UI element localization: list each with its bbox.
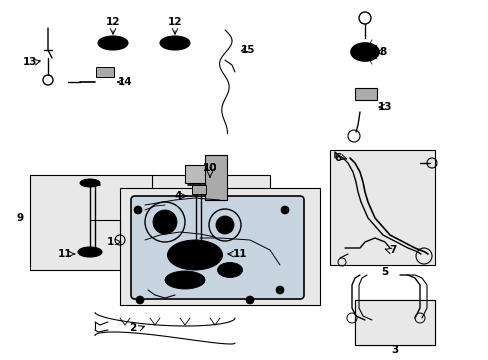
- Ellipse shape: [160, 36, 190, 50]
- FancyBboxPatch shape: [131, 196, 304, 299]
- Text: 10: 10: [203, 163, 217, 173]
- Circle shape: [136, 296, 143, 304]
- Bar: [354, 300, 434, 345]
- Text: 3: 3: [390, 345, 398, 355]
- Bar: [120, 188, 319, 305]
- Text: 4: 4: [174, 191, 182, 201]
- Text: 13: 13: [23, 57, 37, 67]
- Circle shape: [134, 206, 142, 214]
- Bar: [152, 175, 269, 270]
- Text: 5: 5: [381, 267, 388, 277]
- Circle shape: [245, 296, 253, 304]
- Ellipse shape: [167, 240, 222, 270]
- Ellipse shape: [103, 39, 123, 48]
- Bar: [96, 67, 114, 77]
- Text: 6: 6: [334, 153, 341, 163]
- Text: 11: 11: [58, 249, 72, 259]
- Text: 2: 2: [129, 323, 136, 333]
- Text: 15: 15: [240, 45, 255, 55]
- Circle shape: [216, 216, 234, 234]
- Bar: [329, 150, 434, 265]
- Circle shape: [275, 286, 284, 294]
- Text: 9: 9: [17, 213, 23, 223]
- Ellipse shape: [164, 271, 204, 289]
- Text: 12: 12: [167, 17, 182, 27]
- Bar: [354, 300, 434, 345]
- Ellipse shape: [183, 247, 208, 257]
- Text: 11: 11: [232, 249, 247, 259]
- Ellipse shape: [164, 39, 184, 48]
- Ellipse shape: [350, 43, 378, 61]
- Text: 14: 14: [118, 77, 132, 87]
- Ellipse shape: [80, 179, 100, 187]
- Bar: [204, 155, 226, 200]
- Bar: [30, 175, 155, 270]
- Text: 13: 13: [377, 102, 391, 112]
- Text: 8: 8: [379, 47, 386, 57]
- Ellipse shape: [98, 36, 128, 50]
- Text: 1: 1: [106, 237, 113, 247]
- Text: 12: 12: [105, 17, 120, 27]
- Circle shape: [281, 206, 288, 214]
- Bar: [354, 88, 376, 100]
- Ellipse shape: [217, 262, 242, 278]
- Circle shape: [153, 210, 177, 234]
- Text: 7: 7: [388, 245, 396, 255]
- Ellipse shape: [78, 247, 102, 257]
- Text: 10: 10: [203, 163, 217, 173]
- Bar: [192, 185, 205, 194]
- Ellipse shape: [354, 45, 374, 59]
- Bar: [184, 165, 209, 183]
